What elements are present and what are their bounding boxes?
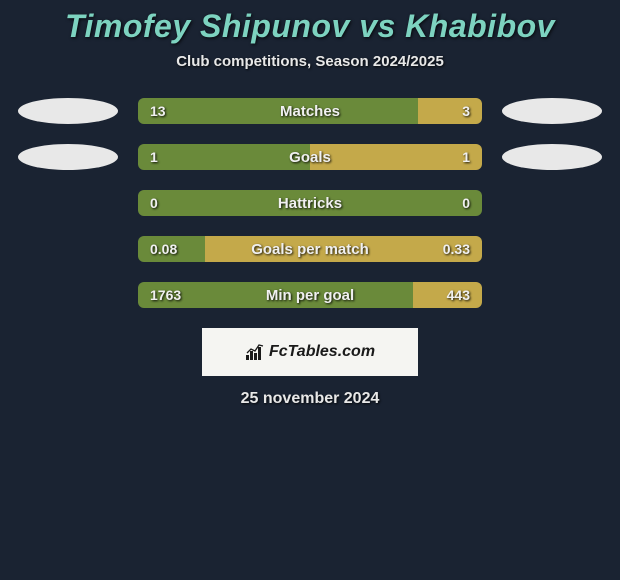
subtitle: Club competitions, Season 2024/2025 (0, 53, 620, 70)
player-avatar-right (502, 144, 602, 170)
stat-row: 11Goals (0, 144, 620, 170)
player-avatar-left (18, 98, 118, 124)
bar-chart-icon (245, 343, 265, 361)
stat-label: Matches (138, 98, 482, 124)
stat-row: 1763443Min per goal (0, 282, 620, 308)
stat-row: 00Hattricks (0, 190, 620, 216)
date-label: 25 november 2024 (0, 390, 620, 408)
stat-row: 0.080.33Goals per match (0, 236, 620, 262)
logo-text: FcTables.com (269, 343, 375, 361)
stats-rows: 133Matches 11Goals 00Hattricks 0.080.33Goal… (0, 98, 620, 308)
stat-label: Min per goal (138, 282, 482, 308)
stat-bar: 11Goals (138, 144, 482, 170)
comparison-widget: Timofey Shipunov vs Khabibov Club compet… (0, 0, 620, 408)
stat-bar: 0.080.33Goals per match (138, 236, 482, 262)
stat-label: Goals (138, 144, 482, 170)
stat-row: 133Matches (0, 98, 620, 124)
logo-box[interactable]: FcTables.com (202, 328, 418, 376)
stat-label: Goals per match (138, 236, 482, 262)
logo: FcTables.com (245, 343, 375, 361)
player-avatar-left (18, 144, 118, 170)
stat-label: Hattricks (138, 190, 482, 216)
player-avatar-right (502, 98, 602, 124)
stat-bar: 133Matches (138, 98, 482, 124)
page-title: Timofey Shipunov vs Khabibov (0, 8, 620, 45)
stat-bar: 1763443Min per goal (138, 282, 482, 308)
stat-bar: 00Hattricks (138, 190, 482, 216)
